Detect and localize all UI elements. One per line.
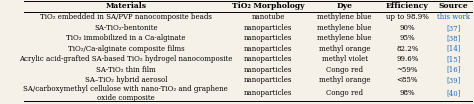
Text: [15]: [15]: [446, 55, 461, 63]
Text: Congo red: Congo red: [326, 66, 363, 74]
Text: methylene blue: methylene blue: [317, 24, 372, 32]
Text: Source: Source: [438, 2, 468, 11]
Text: TiO₂/Ca-alginate composite films: TiO₂/Ca-alginate composite films: [68, 45, 184, 53]
Text: SA-TiO₂ thin film: SA-TiO₂ thin film: [96, 66, 156, 74]
Text: 99.6%: 99.6%: [396, 55, 419, 63]
Text: methylene blue: methylene blue: [317, 34, 372, 42]
Text: nanoparticles: nanoparticles: [244, 89, 292, 97]
Text: TiO₂ Morphology: TiO₂ Morphology: [232, 2, 305, 11]
Text: [37]: [37]: [446, 24, 461, 32]
Text: [38]: [38]: [446, 34, 461, 42]
Text: ~59%: ~59%: [397, 66, 418, 74]
Text: [16]: [16]: [446, 66, 461, 74]
Text: SA-TiO₂-bentonite: SA-TiO₂-bentonite: [94, 24, 158, 32]
Text: SA/carboxymethyl cellulose with nano-TiO₂ and graphene
oxide composite: SA/carboxymethyl cellulose with nano-TiO…: [24, 85, 228, 102]
Text: methyl orange: methyl orange: [319, 45, 370, 53]
Text: up to 98.9%: up to 98.9%: [386, 13, 429, 21]
Text: nanoparticles: nanoparticles: [244, 55, 292, 63]
Text: Efficiency: Efficiency: [386, 2, 429, 11]
Text: nanoparticles: nanoparticles: [244, 76, 292, 84]
Text: this work: this work: [437, 13, 470, 21]
Text: TiO₂ embedded in SA/PVP nanocomposite beads: TiO₂ embedded in SA/PVP nanocomposite be…: [40, 13, 212, 21]
Text: SA–TiO₂ hybrid aerosol: SA–TiO₂ hybrid aerosol: [85, 76, 167, 84]
Text: 90%: 90%: [400, 24, 415, 32]
Text: Acrylic acid-grafted SA-based TiO₂ hydrogel nanocomposite: Acrylic acid-grafted SA-based TiO₂ hydro…: [19, 55, 233, 63]
Text: Dye: Dye: [337, 2, 353, 11]
Text: [39]: [39]: [446, 76, 461, 84]
Text: nanoparticles: nanoparticles: [244, 34, 292, 42]
Text: methyl orange: methyl orange: [319, 76, 370, 84]
Text: nanoparticles: nanoparticles: [244, 24, 292, 32]
Text: Materials: Materials: [105, 2, 146, 11]
Text: 98%: 98%: [400, 89, 415, 97]
Text: [14]: [14]: [446, 45, 461, 53]
Text: methyl violet: methyl violet: [321, 55, 367, 63]
Text: nanoparticles: nanoparticles: [244, 45, 292, 53]
Text: TiO₂ immobilized in a Ca-alginate: TiO₂ immobilized in a Ca-alginate: [66, 34, 186, 42]
Text: [40]: [40]: [446, 89, 461, 97]
Text: 82.2%: 82.2%: [396, 45, 419, 53]
Text: methylene blue: methylene blue: [317, 13, 372, 21]
Text: Congo red: Congo red: [326, 89, 363, 97]
Text: <85%: <85%: [397, 76, 418, 84]
Text: nanoparticles: nanoparticles: [244, 66, 292, 74]
Text: nanotube: nanotube: [252, 13, 285, 21]
Text: 95%: 95%: [400, 34, 415, 42]
